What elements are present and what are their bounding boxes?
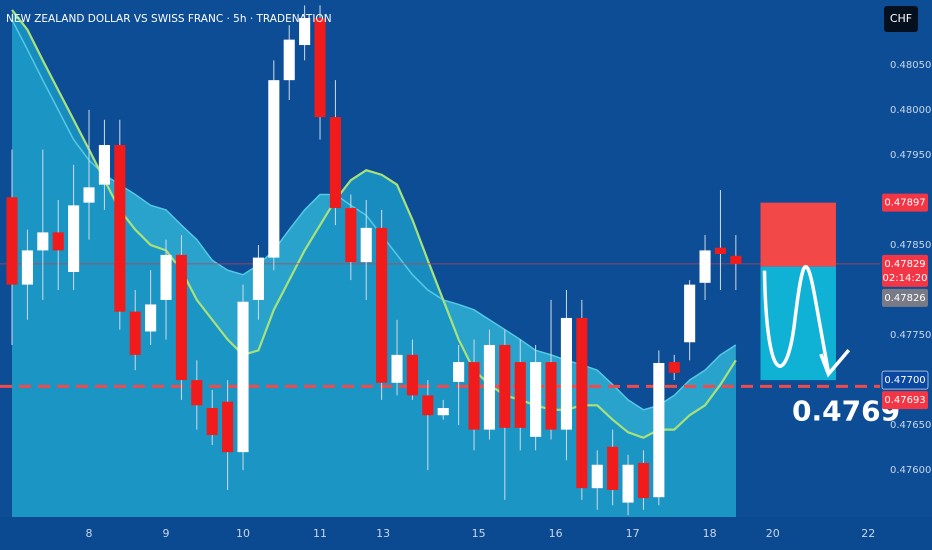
candle-body (684, 284, 696, 343)
price-tag (881, 370, 929, 390)
y-tick-label: 0.47650 (890, 420, 931, 431)
candle-body (329, 117, 341, 209)
time-axis (0, 517, 932, 550)
candle-body (437, 408, 449, 416)
candle-body (699, 250, 711, 283)
currency: CHF (890, 12, 912, 25)
plot-area (0, 5, 880, 518)
candle-body (576, 317, 588, 489)
y-tick-label: 0.48000 (890, 105, 931, 116)
candle-body (237, 301, 249, 453)
x-tick-label: 18 (703, 527, 717, 540)
candle-body (499, 344, 511, 428)
candle-body (560, 317, 572, 430)
x-tick-label: 22 (861, 527, 875, 540)
wave-arrow (819, 348, 851, 378)
x-tick-label: 15 (472, 527, 486, 540)
candle-body (83, 187, 95, 203)
y-tick-label: 0.47850 (890, 240, 931, 251)
y-tick-label: 0.47600 (890, 465, 931, 476)
candle-body (530, 362, 542, 437)
y-tick-label: 0.47950 (890, 150, 931, 161)
candle-body (114, 145, 126, 312)
x-tick-label: 11 (313, 527, 327, 540)
x-tick-label: 17 (626, 527, 640, 540)
candle-body (191, 380, 203, 406)
candle-body (391, 354, 403, 383)
x-tick-label: 10 (236, 527, 250, 540)
stop-zone (760, 202, 836, 267)
countdown: 02:14:20 (883, 273, 928, 284)
price-tag (882, 288, 928, 307)
wave-path (762, 264, 831, 373)
ma-line (11, 9, 737, 439)
candle-body (98, 145, 110, 185)
candle-body (21, 250, 33, 285)
candle-body (376, 227, 388, 383)
candle-body (129, 311, 141, 355)
candle-body (252, 257, 264, 300)
candle-body (714, 247, 726, 254)
candle-body (622, 464, 634, 503)
candle-body (483, 344, 495, 430)
price-tag (882, 254, 928, 287)
candle-body (545, 362, 557, 430)
price-tag (882, 391, 928, 410)
candle-body (314, 18, 326, 118)
candle-body (668, 362, 680, 373)
candle-body (6, 197, 18, 285)
candle-body (453, 362, 465, 382)
currency-box (884, 6, 918, 32)
candle-body (160, 254, 172, 300)
price-tag (882, 193, 928, 212)
price-tag-label: 0.47829 (884, 259, 925, 270)
price-tag-label: 0.47897 (884, 198, 925, 209)
x-tick-label: 8 (86, 527, 93, 540)
price-tag-label: 0.47826 (884, 293, 925, 304)
x-tick-label: 16 (549, 527, 563, 540)
y-tick-label: 0.48050 (890, 60, 931, 71)
candle-body (268, 80, 280, 258)
candle-body (422, 395, 434, 416)
chart-title: NEW ZEALAND DOLLAR VS SWISS FRANC · 5h ·… (6, 13, 332, 25)
candle-body (222, 401, 234, 453)
price-tag-label: 0.47693 (884, 395, 925, 406)
candle-body (730, 255, 742, 264)
candle-body (145, 304, 157, 332)
candle-body (591, 464, 603, 489)
candle-body (468, 362, 480, 430)
x-tick-label: 20 (766, 527, 780, 540)
x-tick-label: 13 (376, 527, 390, 540)
candle-body (637, 462, 649, 499)
candle-body (345, 208, 357, 263)
candle-body (299, 18, 311, 46)
candle-body (653, 362, 665, 498)
candle-body (37, 232, 49, 251)
candle-body (406, 354, 418, 396)
candle-body (175, 254, 187, 381)
candle-body (360, 227, 372, 263)
candle-body (514, 362, 526, 428)
candle-body (52, 232, 64, 251)
candle-body (283, 39, 295, 81)
candle-body (206, 408, 218, 436)
candle-body (68, 205, 80, 273)
x-tick-label: 9 (163, 527, 170, 540)
candle-body (607, 446, 619, 490)
price-tag-label: 0.47700 (884, 375, 925, 386)
y-tick-label: 0.47750 (890, 330, 931, 341)
